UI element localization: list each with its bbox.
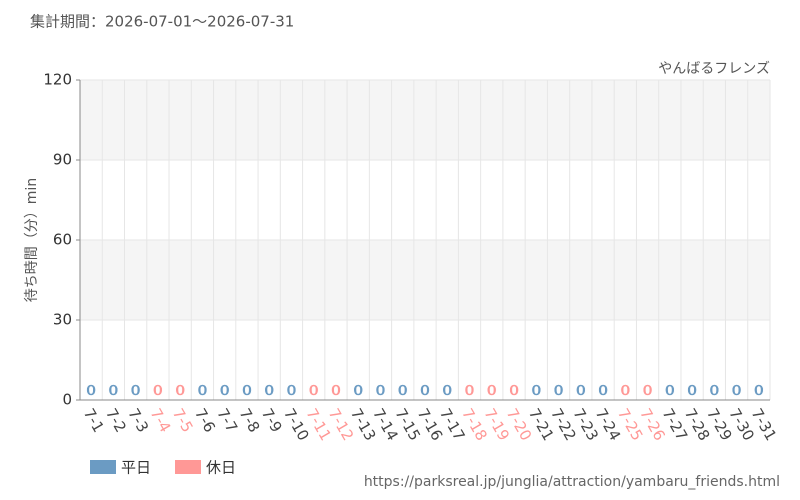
value-label: 0 (464, 382, 474, 400)
legend-swatch (90, 460, 116, 474)
value-label: 0 (331, 382, 341, 400)
value-label: 0 (108, 382, 118, 400)
y-tick-label: 60 (53, 231, 72, 249)
value-label: 0 (242, 382, 252, 400)
value-label: 0 (219, 382, 229, 400)
x-tick-label: 7-7 (213, 405, 241, 435)
y-tick-label: 30 (53, 311, 72, 329)
x-tick-label: 7-2 (102, 405, 130, 435)
value-label: 0 (731, 382, 741, 400)
value-label: 0 (130, 382, 140, 400)
value-label: 0 (531, 382, 541, 400)
legend-label: 休日 (206, 459, 236, 477)
value-label: 0 (375, 382, 385, 400)
value-label: 0 (153, 382, 163, 400)
value-label: 0 (665, 382, 675, 400)
value-label: 0 (286, 382, 296, 400)
value-label: 0 (353, 382, 363, 400)
source: https://parksreal.jp/junglia/attraction/… (364, 474, 780, 490)
value-label: 0 (264, 382, 274, 400)
value-label: 0 (642, 382, 652, 400)
y-tick-label: 0 (62, 391, 72, 409)
value-label: 0 (175, 382, 185, 400)
period: 集計期間：2026-07-01～2026-07-31 (30, 13, 294, 31)
y-axis-label: 待ち時間（分）min (24, 178, 40, 302)
plot-band (80, 240, 770, 320)
value-label: 0 (487, 382, 497, 400)
value-label: 0 (197, 382, 207, 400)
legend-label: 平日 (121, 459, 151, 477)
y-tick-label: 90 (53, 151, 72, 169)
x-tick-label: 7-3 (124, 405, 152, 435)
y-tick-label: 120 (43, 71, 72, 89)
value-label: 0 (442, 382, 452, 400)
value-label: 0 (86, 382, 96, 400)
x-tick-label: 7-9 (258, 405, 286, 435)
x-tick-label: 7-1 (80, 405, 108, 435)
value-label: 0 (687, 382, 697, 400)
x-tick-label: 7-4 (147, 405, 175, 435)
value-label: 0 (553, 382, 563, 400)
subtitle: やんばるフレンズ (658, 61, 770, 77)
value-label: 0 (509, 382, 519, 400)
value-label: 0 (620, 382, 630, 400)
x-tick-label: 7-6 (191, 405, 219, 435)
x-tick-label: 7-5 (169, 405, 197, 435)
value-label: 0 (398, 382, 408, 400)
x-tick-label: 7-8 (236, 405, 264, 435)
value-label: 0 (598, 382, 608, 400)
value-label: 0 (576, 382, 586, 400)
value-label: 0 (754, 382, 764, 400)
value-label: 0 (308, 382, 318, 400)
legend-swatch (175, 460, 201, 474)
value-label: 0 (709, 382, 719, 400)
plot-band (80, 80, 770, 160)
value-label: 0 (420, 382, 430, 400)
